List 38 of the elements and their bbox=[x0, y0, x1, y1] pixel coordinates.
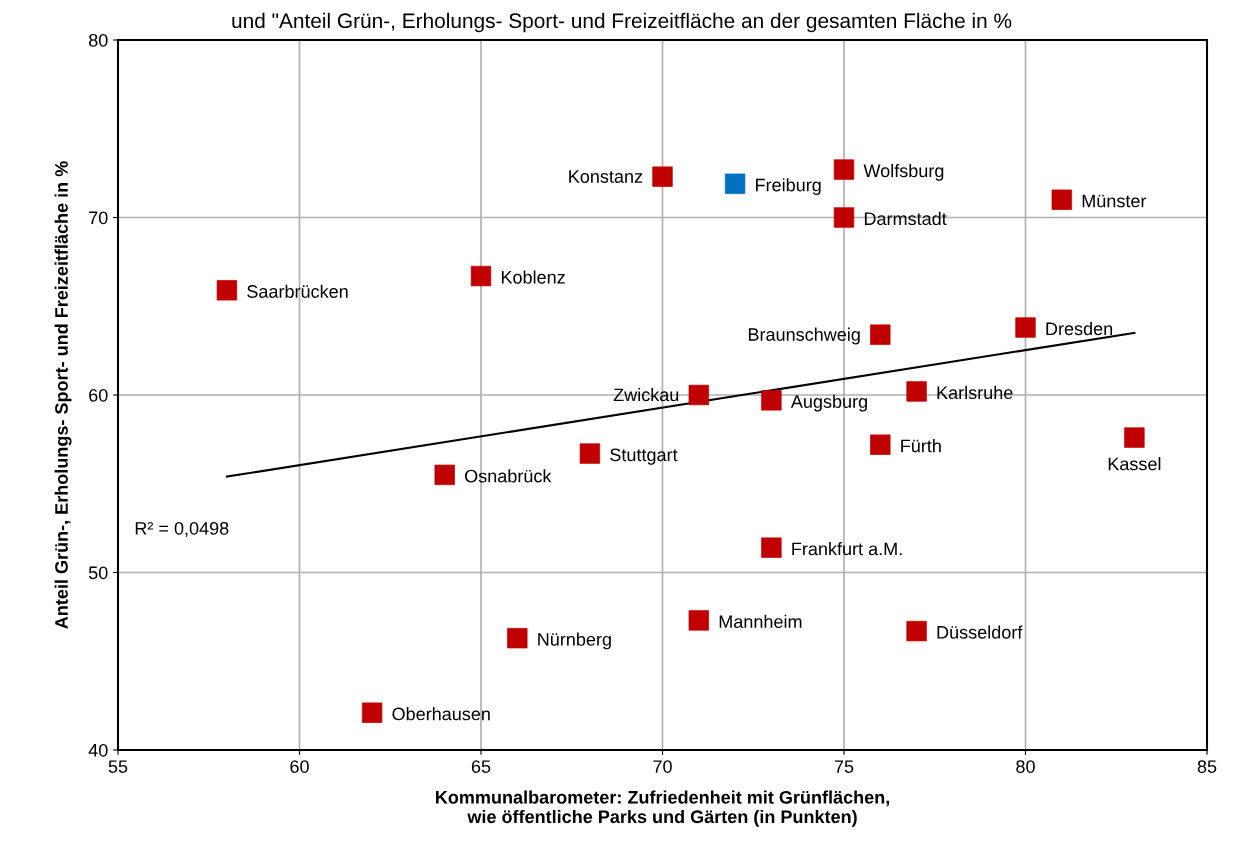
annotation: R² = 0,0498 bbox=[135, 521, 229, 537]
x-tick-label: 80 bbox=[1016, 760, 1035, 773]
annotation: Nürnberg bbox=[538, 632, 611, 650]
x-axis-title: Kommunalbarometer: Zufriedenheit mit Grünflächen, wie öffentliche Parks und Gärten (in Punkten) bbox=[435, 790, 890, 827]
annotation: Oberhausen bbox=[392, 707, 490, 721]
point bbox=[434, 464, 455, 486]
x-tick-label: 60 bbox=[290, 760, 309, 773]
x-tick-label: 55 bbox=[108, 760, 128, 773]
annotation: Freiburg bbox=[756, 178, 821, 195]
y-tick-label: 70 bbox=[89, 211, 108, 225]
annotation: Augsburg bbox=[790, 394, 867, 412]
annotation: Kassel bbox=[1108, 457, 1161, 471]
annotation: Münster bbox=[1082, 194, 1147, 208]
annotation: Braunschweig bbox=[748, 327, 860, 345]
y-tick-label: 60 bbox=[89, 388, 108, 402]
annotation: Wolfsburg bbox=[863, 163, 944, 181]
annotation: Fürth bbox=[901, 439, 941, 453]
y-tick-label: 50 bbox=[88, 566, 108, 580]
annotation: Mannheim bbox=[719, 614, 802, 629]
annotation: Stuttgart bbox=[610, 448, 678, 465]
annotation: Saarbrücken bbox=[247, 284, 348, 298]
annotation: Karlsruhe bbox=[937, 385, 1013, 400]
annotation: Zwickau bbox=[613, 387, 679, 402]
annotation: Dresden bbox=[1046, 321, 1113, 336]
x-tick-label: 65 bbox=[471, 760, 491, 773]
annotation: Osnabrück bbox=[465, 469, 552, 483]
y-tick-label: 80 bbox=[88, 33, 108, 47]
x-tick-label: 70 bbox=[653, 760, 672, 773]
annotation: Konstanz bbox=[569, 170, 643, 183]
annotation: Koblenz bbox=[501, 270, 565, 284]
y-tick-label: 40 bbox=[88, 743, 108, 757]
annotation: Düsseldorf bbox=[937, 625, 1023, 639]
y-axis-title: Anteil Grün-, Erholungs- Sport- und Freizeitfläche in % bbox=[54, 161, 72, 629]
x-tick-label: 75 bbox=[834, 760, 854, 773]
chart-title: und "Anteil Grün-, Erholungs- Sport- und Freizeitfläche an der gesamten Fläche in % bbox=[232, 12, 1012, 33]
annotation: Darmstadt bbox=[864, 211, 947, 226]
annotation: Frankfurt a.M. bbox=[792, 542, 902, 556]
x-tick-label: 85 bbox=[1197, 760, 1217, 773]
